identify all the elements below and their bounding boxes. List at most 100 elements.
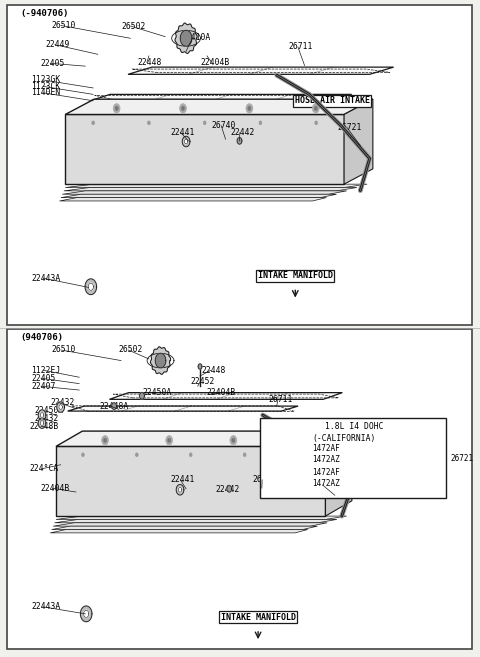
Text: 22443A: 22443A [31,602,60,611]
Text: 26740: 26740 [252,475,277,484]
Polygon shape [56,446,325,516]
Text: 26711: 26711 [268,395,293,404]
Circle shape [180,104,186,113]
Circle shape [246,104,253,113]
Text: 1472AF: 1472AF [312,444,340,453]
Polygon shape [176,484,184,495]
Polygon shape [85,279,96,294]
Polygon shape [53,523,327,526]
Polygon shape [65,99,373,114]
Polygon shape [227,486,232,492]
Circle shape [104,438,107,442]
Text: 26711: 26711 [288,43,312,51]
Bar [7,328,472,649]
Polygon shape [91,95,352,101]
Polygon shape [180,30,192,46]
Text: 22443A: 22443A [31,273,60,283]
Text: 22450A: 22450A [143,388,172,397]
Circle shape [294,436,301,445]
Circle shape [230,436,237,445]
Text: HOSE-AIR INTAKE: HOSE-AIR INTAKE [295,97,370,105]
Text: 22442: 22442 [216,486,240,494]
Text: 22448: 22448 [202,366,226,374]
Text: 22410A: 22410A [181,33,211,42]
Polygon shape [59,405,62,409]
Text: 22404B: 22404B [206,388,235,397]
Text: (940706): (940706) [20,332,63,342]
Polygon shape [61,194,336,198]
Text: 22448B: 22448B [29,422,59,431]
Text: 26721: 26721 [313,480,337,489]
Text: 1123GK: 1123GK [31,76,60,85]
Polygon shape [68,406,298,411]
Bar [7,5,472,325]
Text: HOSE-AIR INTAKE: HOSE-AIR INTAKE [286,440,360,449]
Text: 26502: 26502 [121,22,145,31]
Circle shape [181,106,184,110]
Polygon shape [64,187,357,191]
Circle shape [315,121,318,125]
Text: 26510: 26510 [51,346,76,355]
Text: 22441: 22441 [171,127,195,137]
Polygon shape [109,393,342,399]
Circle shape [248,106,251,110]
Polygon shape [128,67,394,74]
Circle shape [232,438,235,442]
Polygon shape [40,413,44,417]
Polygon shape [40,420,44,426]
Polygon shape [38,418,46,428]
Circle shape [113,104,120,113]
Polygon shape [344,99,373,184]
Text: 22452: 22452 [191,377,215,386]
Polygon shape [60,198,326,201]
Text: 1472AZ: 1472AZ [312,480,340,489]
Polygon shape [150,347,170,374]
Polygon shape [175,23,197,53]
Polygon shape [52,526,317,530]
Polygon shape [57,402,64,413]
Text: 224°CA: 224°CA [29,464,59,474]
Text: 22432: 22432 [50,398,74,407]
Polygon shape [155,353,166,368]
Polygon shape [56,516,347,520]
Polygon shape [62,191,347,194]
Circle shape [204,121,206,125]
Circle shape [314,106,317,110]
Polygon shape [237,137,242,144]
Circle shape [243,453,246,457]
Text: 22449: 22449 [45,40,70,49]
Text: 1122EJ: 1122EJ [31,366,60,374]
Text: 22448: 22448 [137,58,162,67]
Text: 1123CK: 1123CK [31,82,60,91]
Polygon shape [182,136,190,147]
Text: 26740: 26740 [212,122,236,130]
Polygon shape [184,139,188,144]
Polygon shape [65,184,367,187]
Text: 22448A: 22448A [99,401,129,411]
Text: 22432: 22432 [34,414,59,422]
Bar [261,419,446,499]
Text: 26502: 26502 [119,346,143,355]
Polygon shape [65,114,344,184]
Text: 22404B: 22404B [41,484,70,493]
Polygon shape [50,530,308,533]
Polygon shape [325,431,352,516]
Text: 22405: 22405 [41,58,65,68]
Circle shape [82,453,84,457]
Text: 1472AZ: 1472AZ [312,455,340,464]
Circle shape [168,438,171,442]
Circle shape [190,453,192,457]
Polygon shape [84,610,89,618]
Polygon shape [179,487,182,492]
Polygon shape [198,364,202,369]
Text: (-940706): (-940706) [20,9,69,18]
Circle shape [297,453,300,457]
Polygon shape [38,410,46,420]
Circle shape [259,121,262,125]
Circle shape [92,121,95,125]
Text: 22450A: 22450A [34,406,63,415]
Text: INTAKE MANIFOLD: INTAKE MANIFOLD [221,612,296,622]
Polygon shape [55,520,337,523]
Text: 22405: 22405 [31,374,56,382]
Circle shape [147,121,150,125]
